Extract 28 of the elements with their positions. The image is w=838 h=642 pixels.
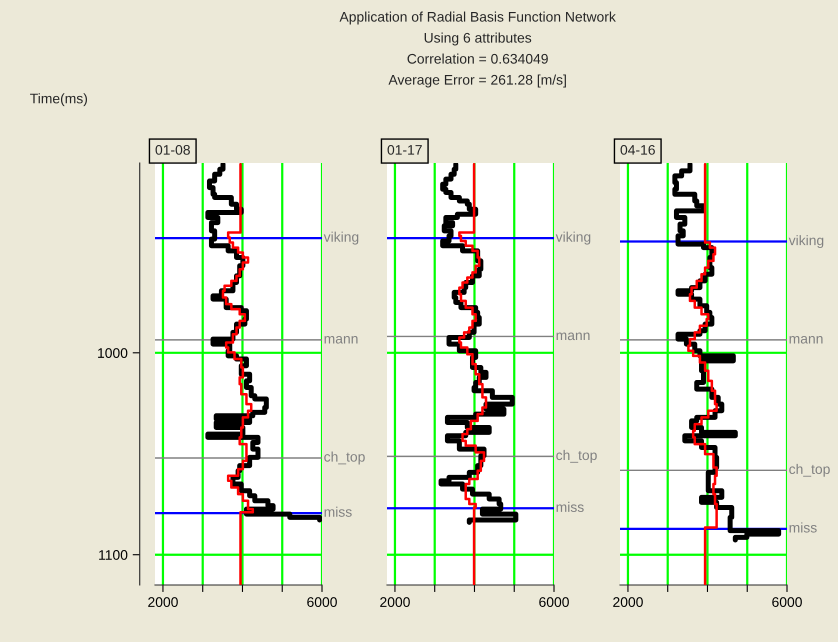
x-tick-label: 6000	[539, 597, 569, 608]
y-tick-label: 1000	[98, 348, 128, 358]
ref-line-label: viking	[324, 232, 358, 245]
ref-line-label: viking	[556, 232, 590, 245]
text: Average Error = 261.28 [m/s]	[388, 74, 566, 88]
x-tick-label: 2000	[380, 597, 410, 608]
x-tick-label: 2000	[613, 597, 643, 608]
ref-line-label: ch_top	[556, 450, 597, 463]
ref-line-label: ch_top	[789, 464, 830, 477]
ref-line-label: miss	[324, 506, 352, 517]
text: Using 6 attributes	[424, 32, 532, 46]
chart-title: 01-17	[388, 144, 422, 155]
ref-line-label: miss	[556, 502, 584, 512]
x-tick-label: 6000	[307, 597, 337, 608]
ref-line-label: mann	[556, 332, 590, 340]
text: Correlation = 0.634049	[408, 54, 548, 64]
ref-line-label: ch_top	[324, 452, 365, 464]
ref-line-label: mann	[324, 336, 358, 344]
chart-title: 04-16	[620, 144, 655, 155]
chart-title: 01-08	[156, 144, 190, 155]
x-tick-label: 6000	[772, 597, 802, 608]
ref-line-label: mann	[790, 336, 823, 344]
ref-line-label: viking	[788, 235, 824, 248]
y-tick-label: 1100	[99, 550, 128, 560]
ref-line-label: miss	[790, 522, 817, 533]
text: Application of Radial Basis Function Network	[340, 12, 616, 24]
x-tick-label: 2000	[148, 597, 178, 608]
y-axis-title: Time(ms)	[30, 93, 87, 106]
